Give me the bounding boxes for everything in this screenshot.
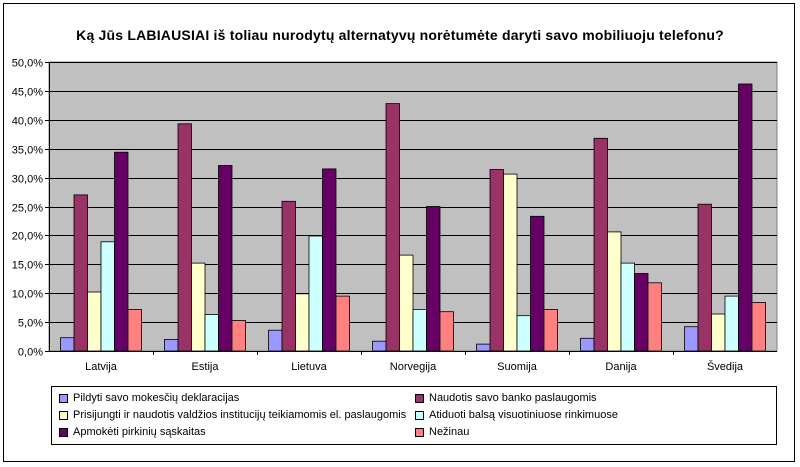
x-tick-label: Latvija (85, 361, 118, 373)
legend-item: Atiduoti balsą visuotiniuose rinkimuose (415, 409, 618, 421)
bar (634, 273, 649, 352)
bar (385, 103, 400, 352)
bar (164, 338, 179, 352)
bar (218, 165, 233, 352)
legend-label: Pildyti savo mokesčių deklaracijas (73, 392, 240, 404)
y-tick-label: 40,0% (12, 116, 43, 128)
legend-item: Nežinau (415, 426, 469, 438)
bar (372, 340, 387, 352)
chart-title: Ką Jūs LABIAUSIAI iš toliau nurodytų alt… (76, 27, 724, 43)
bar (426, 206, 441, 352)
bar (607, 231, 622, 352)
legend-item: Naudotis savo banko paslaugomis (415, 392, 597, 404)
legend-swatch (59, 410, 68, 420)
bar (697, 203, 712, 352)
legend-swatch (59, 393, 68, 403)
bar (516, 315, 531, 352)
bar (476, 343, 491, 352)
legend-swatch (415, 410, 424, 420)
bar (114, 151, 129, 352)
legend-label: Apmokėti pirkinių sąskaitas (73, 426, 206, 438)
bar (684, 326, 699, 352)
bar (738, 83, 753, 352)
legend-swatch (59, 427, 68, 437)
y-tick-label: 5,0% (18, 318, 43, 330)
y-tick-label: 20,0% (12, 231, 43, 243)
bar (100, 241, 115, 352)
x-tick-label: Norvegija (390, 361, 437, 373)
bar (308, 235, 323, 352)
x-tick-label: Švedija (707, 360, 744, 373)
bar (543, 308, 558, 352)
bar (620, 262, 635, 352)
legend-item: Prisijungti ir naudotis valdžios institu… (59, 409, 406, 421)
bar (191, 262, 206, 352)
legend-item: Pildyti savo mokesčių deklaracijas (59, 392, 239, 404)
legend-label: Atiduoti balsą visuotiniuose rinkimuose (429, 409, 618, 421)
y-tick-label: 15,0% (12, 260, 43, 272)
bar (60, 337, 75, 352)
bar (647, 282, 662, 352)
y-tick-label: 25,0% (12, 203, 43, 215)
x-tick-label: Estija (192, 361, 220, 373)
bar (73, 194, 88, 352)
legend-swatch (415, 393, 424, 403)
x-tick-label: Danija (605, 361, 637, 373)
bar (322, 168, 337, 352)
legend-swatch (415, 427, 424, 437)
y-tick-label: 10,0% (12, 289, 43, 301)
bar (295, 293, 310, 352)
bar (489, 169, 504, 352)
bar (711, 313, 726, 352)
legend-label: Prisijungti ir naudotis valdžios institu… (73, 409, 407, 421)
y-tick-label: 0,0% (18, 347, 43, 359)
bar (724, 295, 739, 352)
y-tick-label: 35,0% (12, 145, 43, 157)
y-tick-label: 30,0% (12, 174, 43, 186)
bar (412, 308, 427, 352)
bar (281, 200, 296, 352)
bar (335, 295, 350, 352)
bar (439, 311, 454, 352)
y-tick-label: 50,0% (12, 58, 43, 70)
bar (593, 137, 608, 352)
bar (231, 319, 246, 352)
bar (87, 291, 102, 352)
x-tick-label: Lietuva (291, 361, 327, 373)
chart-legend: Pildyti savo mokesčių deklaracijas Naudo… (51, 386, 777, 445)
legend-item: Apmokėti pirkinių sąskaitas (59, 426, 206, 438)
bar (127, 308, 142, 352)
y-tick-label: 45,0% (12, 87, 43, 99)
legend-label: Nežinau (429, 426, 470, 438)
x-tick-label: Suomija (497, 361, 538, 373)
bar (530, 215, 545, 352)
bar (580, 337, 595, 352)
bar (399, 254, 414, 352)
bar (503, 173, 518, 352)
bar (204, 314, 219, 352)
bar (177, 123, 192, 352)
bar (268, 329, 283, 352)
bar (751, 301, 766, 352)
legend-label: Naudotis savo banko paslaugomis (429, 392, 597, 404)
